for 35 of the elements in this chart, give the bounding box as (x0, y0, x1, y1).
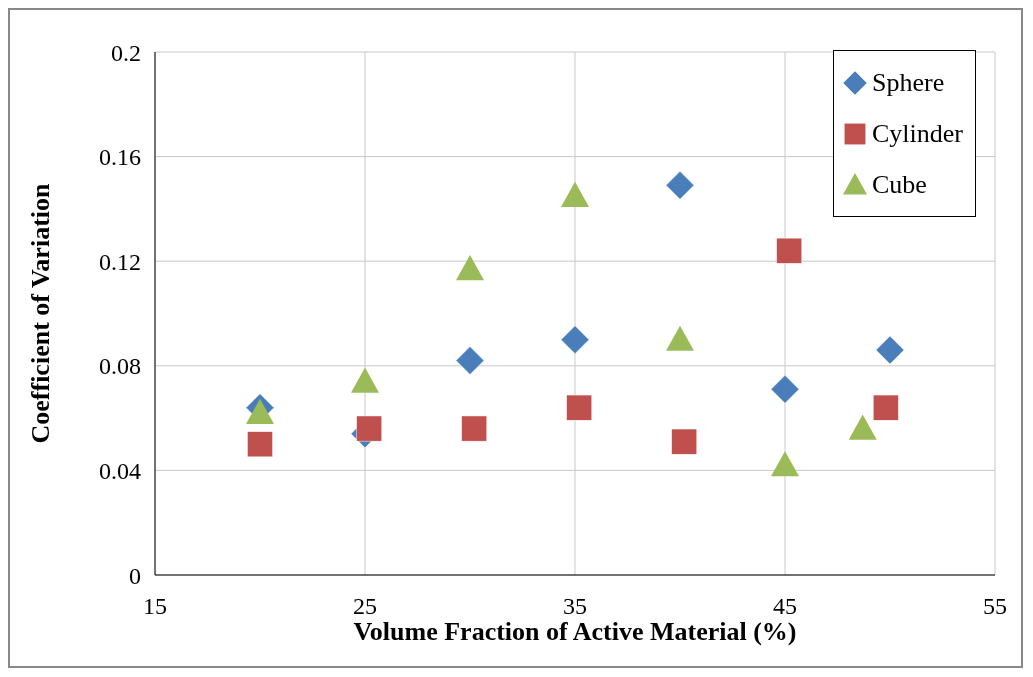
point (566, 394, 593, 421)
legend-label: Sphere (872, 67, 945, 98)
point (456, 255, 484, 281)
point (848, 414, 877, 440)
y-tick-label: 0.12 (99, 248, 141, 275)
y-tick-label: 0.2 (111, 39, 141, 66)
legend-label: Cube (872, 169, 927, 200)
point (560, 325, 590, 354)
x-axis-title: Volume Fraction of Active Material (%) (353, 617, 797, 646)
y-tick-label: 0.08 (99, 353, 141, 380)
y-tick-label: 0.04 (99, 457, 141, 484)
point (665, 171, 695, 200)
point (671, 428, 698, 455)
point (872, 394, 899, 421)
point (771, 451, 799, 477)
point (246, 398, 274, 425)
point (247, 431, 273, 458)
point (561, 181, 589, 208)
point (666, 325, 694, 351)
y-axis-title: Coefficient of Variation (26, 182, 56, 444)
point (770, 375, 800, 404)
point (351, 367, 379, 393)
y-tick-label: 0 (129, 562, 141, 589)
point (875, 335, 905, 365)
x-tick-label: 25 (353, 593, 377, 620)
point (461, 415, 488, 442)
x-tick-label: 35 (563, 593, 587, 620)
point (356, 415, 383, 442)
point (455, 346, 485, 375)
x-tick-label: 45 (773, 593, 797, 620)
x-tick-label: 55 (983, 593, 1007, 620)
y-tick-label: 0.16 (99, 144, 141, 171)
legend-label: Cylinder (872, 118, 963, 149)
point (776, 237, 803, 264)
x-tick-label: 15 (143, 593, 167, 620)
